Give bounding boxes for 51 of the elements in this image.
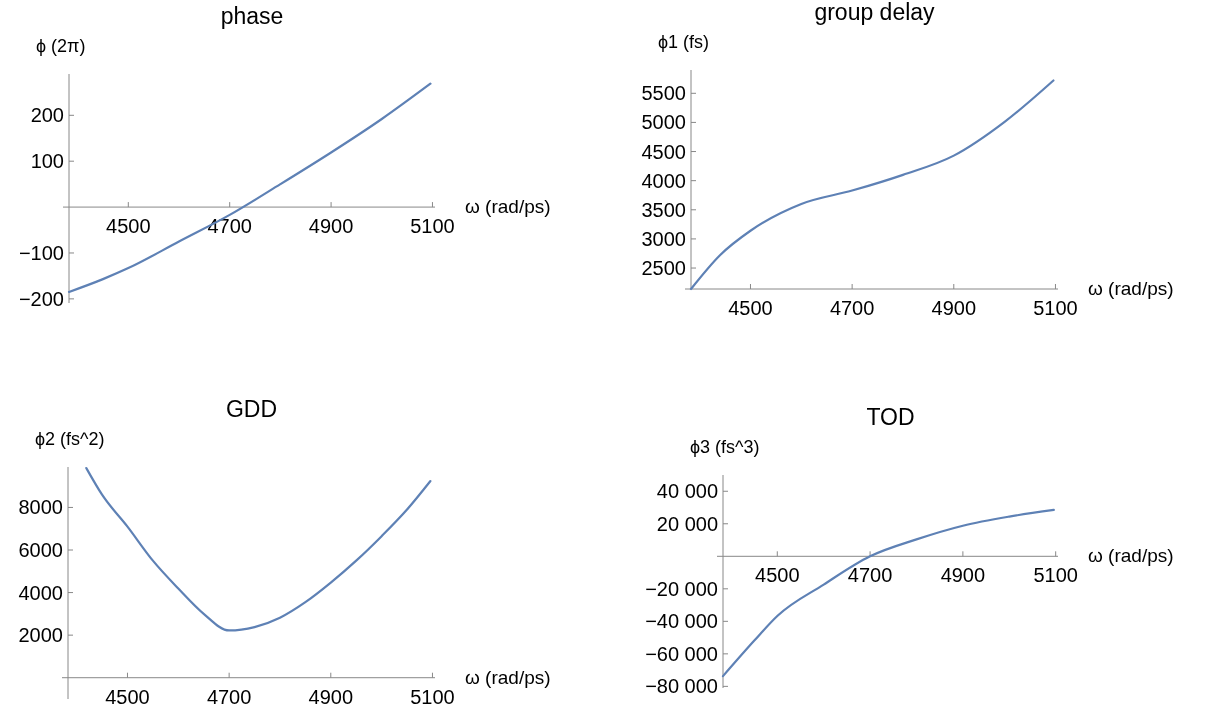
y-tick-label: 4500 xyxy=(641,140,686,163)
y-tick-label: 3500 xyxy=(641,198,686,221)
y-tick-label: −100 xyxy=(18,241,64,264)
y-axis-title: ϕ2 (fs^2) xyxy=(35,429,105,449)
x-tick-label: 4500 xyxy=(755,564,800,587)
y-tick-label: 2000 xyxy=(18,624,63,647)
y-tick-label: 40 000 xyxy=(656,480,718,503)
x-tick-label: 4900 xyxy=(308,685,354,708)
x-tick-label: 4500 xyxy=(106,215,151,238)
y-axis-title: ϕ (2π) xyxy=(36,36,86,56)
chart-title: TOD xyxy=(866,404,915,430)
x-tick-label: 5100 xyxy=(1033,564,1078,587)
chart-title: phase xyxy=(220,3,284,29)
x-tick-label: 4900 xyxy=(308,215,354,238)
y-tick-label: 4000 xyxy=(18,581,63,604)
x-axis-title: ω (rad/ps) xyxy=(465,666,551,688)
line-series xyxy=(85,466,432,632)
y-axis-title: ϕ3 (fs^3) xyxy=(690,437,760,457)
y-tick-label: 20 000 xyxy=(656,512,718,535)
x-tick-label: 5100 xyxy=(410,215,455,238)
x-tick-label: 5100 xyxy=(410,685,455,708)
y-tick-label: 200 xyxy=(30,104,64,127)
x-tick-label: 4700 xyxy=(847,564,893,587)
y-axis-title: ϕ1 (fs) xyxy=(658,32,710,52)
y-tick-label: 8000 xyxy=(18,496,63,519)
y-tick-label: 100 xyxy=(30,150,64,173)
y-tick-label: 3000 xyxy=(641,227,686,250)
y-tick-label: 2500 xyxy=(641,257,686,280)
y-tick-label: 5000 xyxy=(641,111,686,134)
y-tick-label: −60 000 xyxy=(645,642,718,665)
y-tick-label: −40 000 xyxy=(645,610,718,633)
x-tick-label: 4900 xyxy=(931,297,977,319)
y-tick-label: −20 000 xyxy=(645,577,718,600)
x-tick-label: 4500 xyxy=(728,297,773,319)
x-tick-label: 5100 xyxy=(1033,297,1078,319)
x-tick-label: 4700 xyxy=(206,685,252,708)
x-tick-label: 4500 xyxy=(105,685,150,708)
chart-title: GDD xyxy=(225,396,278,422)
x-axis-title: ω (rad/ps) xyxy=(1088,278,1174,299)
chart-title: group delay xyxy=(814,0,936,25)
y-tick-label: 6000 xyxy=(18,539,63,562)
y-tick-label: −200 xyxy=(18,287,64,310)
x-axis-title: ω (rad/ps) xyxy=(465,196,551,218)
x-axis-title: ω (rad/ps) xyxy=(1088,545,1174,567)
x-tick-label: 4700 xyxy=(829,297,875,319)
x-tick-label: 4900 xyxy=(940,564,986,587)
x-tick-label: 4700 xyxy=(207,215,252,238)
line-series xyxy=(689,79,1055,291)
y-tick-label: 4000 xyxy=(641,169,686,192)
y-tick-label: −80 000 xyxy=(645,675,718,698)
y-tick-label: 5500 xyxy=(641,82,686,105)
